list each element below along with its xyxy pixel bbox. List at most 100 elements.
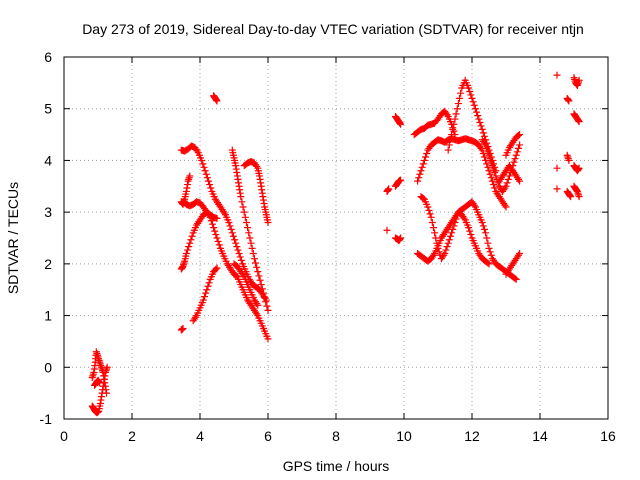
data-point xyxy=(485,244,493,252)
data-point xyxy=(466,87,474,95)
data-point xyxy=(213,264,221,272)
data-point xyxy=(233,243,241,251)
x-tick-label: 2 xyxy=(128,428,136,444)
data-point xyxy=(452,215,460,223)
data-point xyxy=(227,225,235,233)
data-point xyxy=(200,163,208,171)
y-tick-label: 1 xyxy=(44,308,52,324)
data-point xyxy=(487,251,495,259)
data-point xyxy=(434,244,442,252)
data-point xyxy=(244,224,252,232)
data-point xyxy=(199,160,207,168)
data-point xyxy=(240,208,248,216)
data-point xyxy=(443,243,451,251)
data-point xyxy=(479,129,487,137)
data-point xyxy=(185,243,193,251)
x-tick-label: 12 xyxy=(464,428,480,444)
data-point xyxy=(511,155,519,163)
data-point xyxy=(485,167,493,175)
data-point xyxy=(210,224,218,232)
data-point xyxy=(199,296,207,304)
data-point xyxy=(490,181,498,189)
data-point xyxy=(201,293,209,301)
data-point xyxy=(203,286,211,294)
y-tick-labels: -1 0 1 2 3 4 5 6 xyxy=(40,49,53,427)
data-point xyxy=(241,213,249,221)
data-point xyxy=(416,170,424,178)
data-point xyxy=(468,94,476,102)
data-point xyxy=(186,239,194,247)
data-point xyxy=(478,218,486,226)
data-point xyxy=(451,115,459,123)
x-tick-labels: 0 2 4 6 8 10 12 14 16 xyxy=(60,428,616,444)
data-point xyxy=(477,122,485,130)
data-point xyxy=(575,193,583,201)
data-point xyxy=(239,203,247,211)
data-point xyxy=(511,275,519,283)
data-point xyxy=(565,97,573,105)
data-point xyxy=(253,300,261,308)
data-point xyxy=(474,112,482,120)
data-point xyxy=(186,172,194,180)
data-point xyxy=(565,156,573,164)
data-point xyxy=(503,179,511,187)
data-point xyxy=(575,118,583,126)
data-point xyxy=(469,98,477,106)
x-tick-label: 10 xyxy=(396,428,412,444)
data-point xyxy=(397,176,405,184)
data-point xyxy=(249,250,257,258)
data-points xyxy=(88,71,583,417)
data-point xyxy=(553,164,561,172)
data-point xyxy=(238,198,246,206)
data-point xyxy=(397,234,405,242)
data-point xyxy=(435,248,443,256)
data-point xyxy=(213,234,221,242)
data-point xyxy=(415,174,423,182)
data-point xyxy=(484,259,492,267)
data-point xyxy=(483,144,491,152)
data-point xyxy=(232,239,240,247)
data-point xyxy=(480,153,488,161)
data-point xyxy=(516,141,524,149)
data-point xyxy=(449,125,457,133)
data-point xyxy=(484,148,492,156)
data-point xyxy=(514,144,522,152)
data-point xyxy=(262,298,270,306)
data-point xyxy=(446,232,454,240)
data-point xyxy=(253,310,261,318)
data-point xyxy=(255,272,263,280)
data-point xyxy=(211,227,219,235)
data-point xyxy=(258,285,266,293)
data-point xyxy=(502,203,510,211)
data-point xyxy=(514,251,522,259)
data-point xyxy=(454,100,462,108)
data-point xyxy=(182,250,190,258)
data-point xyxy=(206,181,214,189)
y-tick-label: 3 xyxy=(44,204,52,220)
data-point xyxy=(231,236,239,244)
data-point xyxy=(492,172,500,180)
data-point xyxy=(259,289,267,297)
data-point xyxy=(487,158,495,166)
data-point xyxy=(242,218,250,226)
x-tick-label: 6 xyxy=(264,428,272,444)
data-point xyxy=(215,241,223,249)
data-point xyxy=(504,175,512,183)
data-point xyxy=(257,281,265,289)
data-point xyxy=(482,141,490,149)
data-point xyxy=(491,168,499,176)
data-point xyxy=(264,218,272,226)
data-point xyxy=(237,256,245,264)
data-point xyxy=(466,227,474,235)
data-point xyxy=(212,265,220,273)
data-point xyxy=(479,150,487,158)
data-point xyxy=(457,89,465,97)
data-point xyxy=(254,268,262,276)
data-point xyxy=(471,105,479,113)
data-point xyxy=(512,151,520,159)
data-point xyxy=(460,214,468,222)
data-point xyxy=(443,111,451,119)
data-point xyxy=(431,229,439,237)
data-point xyxy=(423,150,431,158)
data-point xyxy=(228,229,236,237)
